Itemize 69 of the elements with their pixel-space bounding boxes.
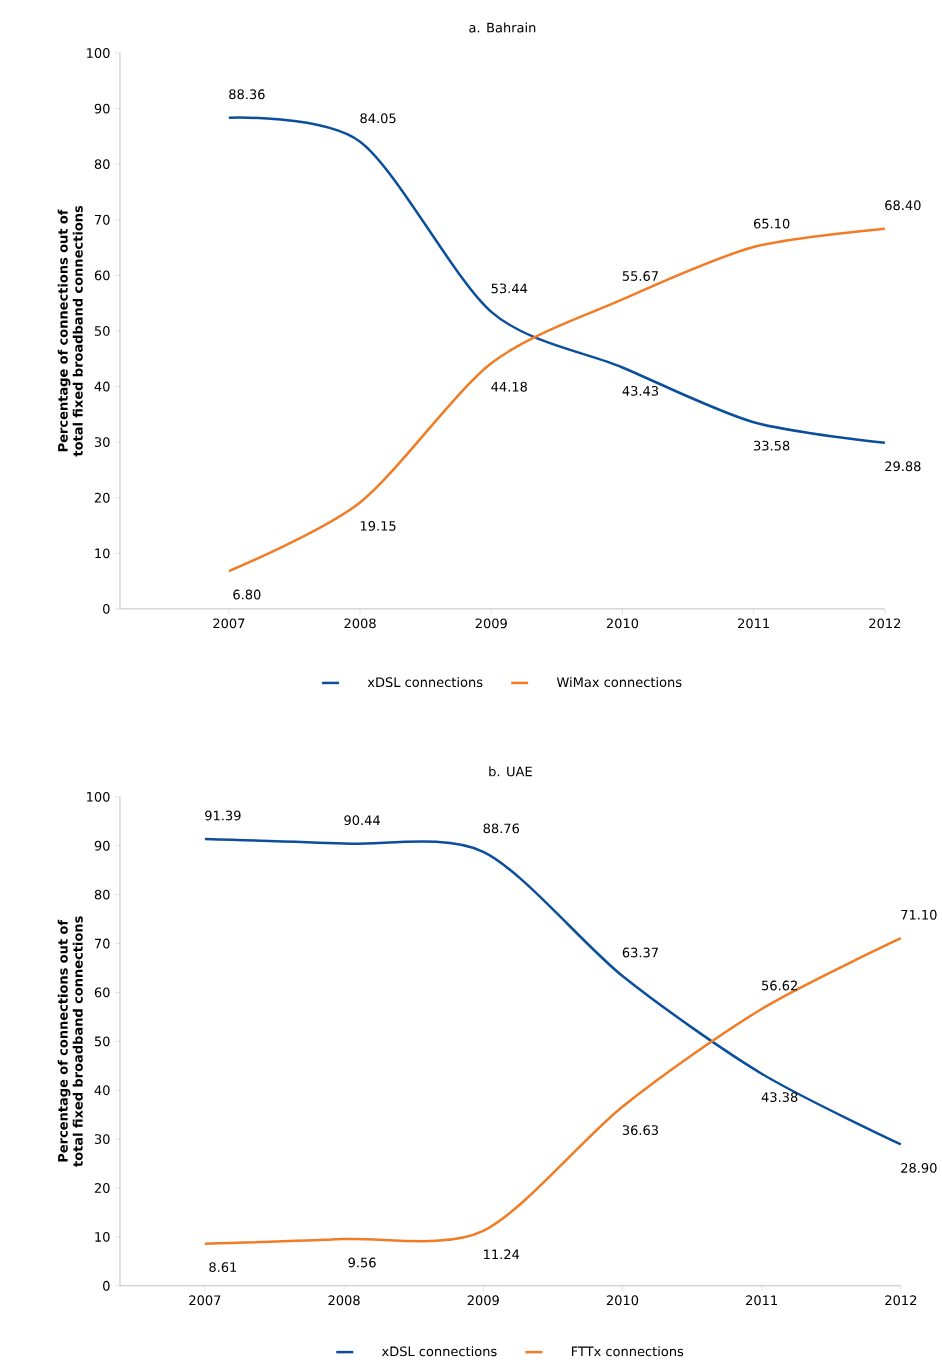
y-tick-label: 40 [94, 381, 110, 392]
x-tick-label: 2010 [606, 1295, 639, 1306]
y-tick-label: 0 [103, 1280, 110, 1291]
y-tick-label: 10 [95, 1231, 110, 1242]
data-label: 68.40 [885, 200, 921, 211]
x-tick-label: 2011 [746, 1295, 778, 1306]
data-label: 56.62 [762, 980, 798, 991]
x-tick-label: 2012 [869, 618, 901, 629]
y-tick-label: 100 [87, 48, 110, 58]
y-tick-label: 0 [103, 603, 110, 614]
y-tick-label: 20 [94, 1183, 110, 1193]
legend-label: FTTx connections [572, 1346, 684, 1357]
x-tick-label: 2011 [738, 618, 770, 629]
x-tick-label: 2012 [885, 1295, 917, 1306]
data-label: 91.39 [205, 810, 241, 821]
data-label: 43.43 [622, 386, 659, 396]
data-label: 88.76 [483, 823, 520, 834]
chart-title: a. Bahrain [469, 22, 536, 33]
data-label: 19.15 [360, 520, 396, 531]
data-label: 65.10 [754, 218, 790, 229]
x-tick-label: 2007 [189, 1295, 221, 1306]
y-axis-title: Percentage of connections out of total fixed broadband connections [57, 916, 83, 1167]
x-tick-label: 2008 [344, 618, 376, 629]
y-tick-label: 80 [94, 889, 110, 900]
data-label: 28.90 [901, 1163, 937, 1173]
data-label: 36.63 [622, 1125, 659, 1136]
y-tick-label: 40 [94, 1085, 110, 1096]
data-label: 88.36 [229, 89, 265, 100]
y-tick-label: 90 [94, 103, 110, 114]
y-tick-label: 30 [95, 437, 110, 448]
y-tick-label: 60 [94, 270, 110, 281]
data-label: 63.37 [622, 947, 659, 958]
legend-label: xDSL connections [381, 1346, 497, 1357]
legend-label: xDSL connections [367, 677, 483, 688]
legend-label: WiMax connections [557, 677, 682, 688]
x-tick-label: 2009 [475, 618, 507, 629]
data-label: 33.58 [754, 440, 790, 451]
y-tick-label: 90 [94, 840, 110, 851]
line-series [203, 936, 903, 1245]
data-label: 90.44 [344, 815, 381, 826]
data-label: 8.61 [209, 1262, 237, 1273]
x-tick-label: 2009 [467, 1295, 499, 1306]
chart-title: b. UAE [489, 766, 532, 777]
y-tick-label: 80 [94, 159, 110, 170]
data-label: 9.56 [348, 1257, 376, 1268]
data-label: 44.18 [491, 381, 528, 392]
y-tick-label: 70 [95, 214, 110, 225]
data-label: 6.80 [233, 589, 261, 600]
line-series [227, 227, 887, 573]
y-tick-label: 60 [94, 987, 110, 998]
y-tick-label: 20 [94, 492, 110, 503]
y-tick-label: 50 [95, 1036, 110, 1047]
y-tick-label: 30 [95, 1134, 110, 1145]
y-tick-label: 70 [95, 938, 110, 949]
data-label: 55.67 [622, 271, 659, 281]
x-tick-label: 2010 [606, 618, 639, 629]
line-series [203, 837, 903, 1146]
y-tick-label: 100 [87, 791, 110, 802]
data-label: 71.10 [901, 909, 937, 920]
y-tick-label: 50 [95, 326, 110, 336]
y-axis-title: Percentage of connections out of total fixed broadband connections [57, 205, 83, 457]
data-label: 53.44 [491, 283, 528, 294]
data-label: 84.05 [360, 113, 396, 124]
x-tick-label: 2008 [328, 1295, 360, 1306]
data-label: 29.88 [885, 461, 921, 472]
data-label: 11.24 [484, 1249, 520, 1260]
x-tick-label: 2007 [213, 618, 245, 629]
y-tick-label: 10 [95, 548, 110, 559]
data-label: 43.38 [761, 1092, 798, 1103]
